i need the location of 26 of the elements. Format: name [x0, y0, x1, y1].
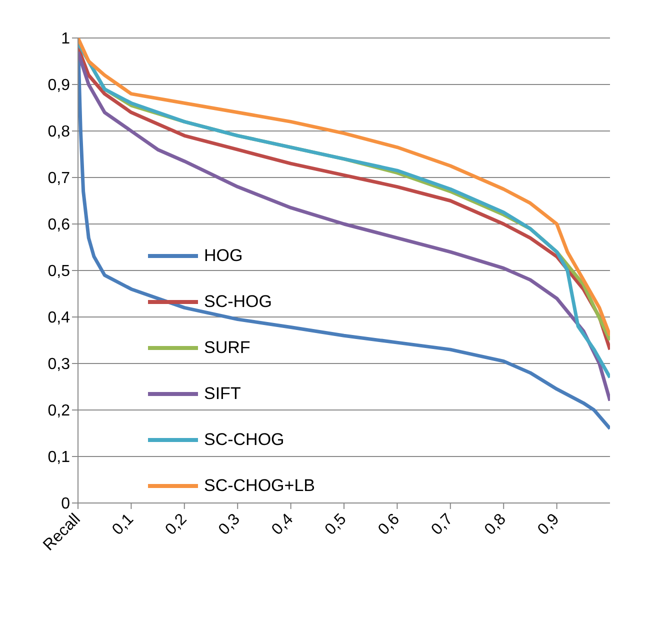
x-tick-label: 0,3 [216, 510, 244, 539]
y-tick-label: 0,5 [48, 263, 70, 280]
x-tick-label: 0,2 [162, 510, 190, 539]
legend-label: HOG [204, 246, 243, 266]
y-tick-label: 0,3 [48, 356, 70, 374]
legend-label: SC-HOG [204, 292, 272, 312]
legend-label: SIFT [204, 384, 241, 404]
x-tick-label: 0,1 [109, 510, 138, 539]
y-tick-label: 0 [61, 496, 70, 513]
y-tick-label: 1 [61, 30, 70, 48]
y-tick-label: 0,6 [48, 216, 70, 234]
x-tick-label: 0,4 [268, 510, 297, 539]
y-tick-label: 0,4 [48, 310, 70, 327]
y-tick-label: 0,1 [48, 449, 70, 466]
x-tick-label: 0,6 [375, 510, 404, 539]
x-tick-label: 0,9 [534, 510, 563, 539]
x-tick-label: 0,8 [482, 510, 510, 539]
legend-label: SURF [204, 338, 250, 358]
legend-label: SC-CHOG+LB [204, 476, 315, 496]
y-tick-label: 0,8 [48, 124, 70, 141]
y-tick-label: 0,9 [48, 77, 70, 94]
x-tick-label: 0,5 [322, 510, 350, 539]
y-tick-label: 0,2 [48, 402, 70, 420]
x-tick-label: 0,7 [428, 510, 456, 539]
y-tick-label: 0,7 [48, 170, 70, 188]
legend-label: SC-CHOG [204, 430, 284, 450]
